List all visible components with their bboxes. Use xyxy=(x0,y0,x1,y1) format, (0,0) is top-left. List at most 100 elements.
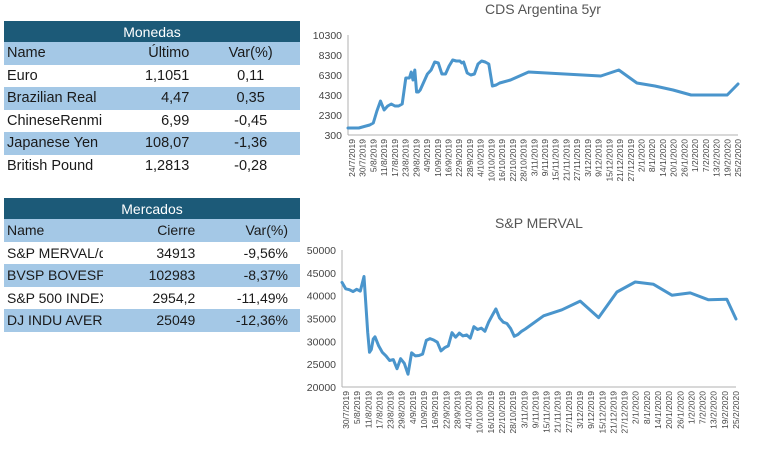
y-tick-label: 6300 xyxy=(319,70,343,82)
x-tick-label: 28/9/2019 xyxy=(465,139,475,177)
x-tick-label: 20/1/2020 xyxy=(664,391,674,429)
x-tick-label: 16/10/2019 xyxy=(486,391,496,434)
x-tick-label: 29/8/2019 xyxy=(397,391,407,429)
series-line xyxy=(346,58,740,130)
x-tick-label: 15/12/2019 xyxy=(597,391,607,434)
y-tick-label: 4300 xyxy=(319,90,343,102)
index-name: S&P MERVAL/d xyxy=(7,244,103,261)
currency-name: Euro xyxy=(7,67,38,84)
x-tick-label: 28/10/2019 xyxy=(519,139,529,182)
x-tick-label: 22/9/2019 xyxy=(441,391,451,429)
currency-name: Japanese Yen xyxy=(4,132,103,155)
x-tick-label: 5/8/2019 xyxy=(368,139,378,172)
x-tick-label: 9/12/2019 xyxy=(586,391,596,429)
x-tick-label: 30/7/2019 xyxy=(358,139,368,177)
x-tick-label: 3/12/2019 xyxy=(583,139,593,177)
x-tick-label: 19/2/2020 xyxy=(720,391,730,429)
x-tick-label: 28/10/2019 xyxy=(508,391,518,434)
table-row: Brazilian Real 4,47 0,35 xyxy=(4,87,300,110)
y-tick-label: 2300 xyxy=(319,110,343,122)
y-tick-label: 300 xyxy=(324,130,342,142)
x-tick-label: 4/9/2019 xyxy=(422,139,432,172)
x-tick-label: 8/1/2020 xyxy=(642,391,652,424)
x-tick-label: 22/9/2019 xyxy=(454,139,464,177)
table-row: Japanese Yen 108,07 -1,36 xyxy=(4,132,300,155)
monedas-title: Monedas xyxy=(4,21,300,42)
index-name: DJ INDU AVERG/d xyxy=(4,309,103,332)
x-tick-label: 3/11/2019 xyxy=(529,139,539,176)
y-tick-label: 50000 xyxy=(307,245,336,257)
monedas-header-row: Name Último Var(%) xyxy=(4,42,300,65)
x-tick-label: 14/1/2020 xyxy=(658,139,668,177)
x-tick-label: 21/12/2019 xyxy=(608,391,618,434)
chart-title: CDS Argentina 5yr xyxy=(485,1,601,17)
table-row: DJ INDU AVERG/d 25049 -12,36% xyxy=(4,309,300,332)
currency-name: ChineseRenminbi xyxy=(7,112,103,129)
x-tick-label: 25/2/2020 xyxy=(733,139,743,177)
index-change: -11,49% xyxy=(236,289,288,306)
x-tick-label: 30/7/2019 xyxy=(341,391,351,429)
x-tick-label: 11/8/2019 xyxy=(379,139,389,176)
x-tick-label: 15/12/2019 xyxy=(604,139,614,182)
x-tick-label: 15/11/2019 xyxy=(542,391,552,433)
x-tick-label: 7/2/2020 xyxy=(701,139,711,172)
mercados-title: Mercados xyxy=(4,198,300,219)
x-tick-label: 10/9/2019 xyxy=(433,139,443,177)
x-tick-label: 8/1/2020 xyxy=(647,139,657,172)
mercados-header-row: Name Cierre Var(%) xyxy=(4,219,300,242)
x-tick-label: 1/2/2020 xyxy=(686,391,696,424)
y-tick-label: 30000 xyxy=(307,336,336,348)
monedas-col-name: Name xyxy=(4,42,103,65)
currency-name: Brazilian Real xyxy=(4,87,103,110)
table-row: Euro 1,1051 0,11 xyxy=(4,65,300,88)
x-tick-label: 27/12/2019 xyxy=(620,391,630,434)
x-tick-label: 17/8/2019 xyxy=(374,391,384,429)
chart-title: S&P MERVAL xyxy=(495,215,583,231)
x-tick-label: 21/11/2019 xyxy=(553,391,563,433)
index-change: -12,36% xyxy=(201,309,300,332)
table-row: BVSP BOVESPA I/d 102983 -8,37% xyxy=(4,264,300,287)
currency-change: 0,11 xyxy=(237,67,265,84)
x-tick-label: 29/8/2019 xyxy=(411,139,421,177)
currency-name: British Pound xyxy=(7,157,94,174)
table-row: ChineseRenminbi 6,99 -0,45 xyxy=(4,110,300,133)
x-tick-label: 25/2/2020 xyxy=(731,391,741,429)
currency-change: -0,45 xyxy=(234,112,268,129)
x-tick-label: 3/11/2019 xyxy=(519,391,529,428)
x-tick-label: 26/1/2020 xyxy=(679,139,689,177)
index-close: 25049 xyxy=(102,309,202,332)
currency-last: 108,07 xyxy=(102,132,202,155)
x-tick-label: 17/8/2019 xyxy=(390,139,400,177)
x-tick-label: 4/10/2019 xyxy=(464,391,474,429)
x-tick-label: 11/8/2019 xyxy=(363,391,373,428)
x-tick-label: 21/11/2019 xyxy=(561,139,571,181)
currency-last: 6,99 xyxy=(161,112,190,129)
x-tick-label: 24/7/2019 xyxy=(347,139,357,177)
index-close: 34913 xyxy=(156,244,196,261)
y-tick-label: 8300 xyxy=(319,50,343,62)
x-tick-label: 19/2/2020 xyxy=(722,139,732,177)
index-close: 2954,2 xyxy=(152,289,196,306)
x-tick-label: 14/1/2020 xyxy=(653,391,663,429)
currency-last: 1,2813 xyxy=(144,157,190,174)
index-change: -9,56% xyxy=(243,244,288,261)
x-tick-label: 22/10/2019 xyxy=(497,391,507,434)
index-change: -8,37% xyxy=(201,264,300,287)
x-tick-label: 4/9/2019 xyxy=(408,391,418,424)
series-line xyxy=(340,275,738,376)
x-tick-label: 10/10/2019 xyxy=(486,139,496,182)
table-row: S&P 500 INDEX/d 2954,2 -11,49% xyxy=(4,287,300,310)
x-tick-label: 2/1/2020 xyxy=(637,139,647,172)
x-tick-label: 9/11/2019 xyxy=(530,391,540,428)
x-tick-label: 16/9/2019 xyxy=(430,391,440,429)
x-tick-label: 27/12/2019 xyxy=(626,139,636,182)
x-tick-label: 22/10/2019 xyxy=(508,139,518,182)
monedas-col-last: Último xyxy=(102,42,202,65)
x-tick-label: 13/2/2020 xyxy=(712,139,722,177)
x-tick-label: 2/1/2020 xyxy=(631,391,641,424)
y-tick-label: 45000 xyxy=(307,268,336,280)
x-tick-label: 7/2/2020 xyxy=(698,391,708,424)
x-tick-label: 21/12/2019 xyxy=(615,139,625,182)
